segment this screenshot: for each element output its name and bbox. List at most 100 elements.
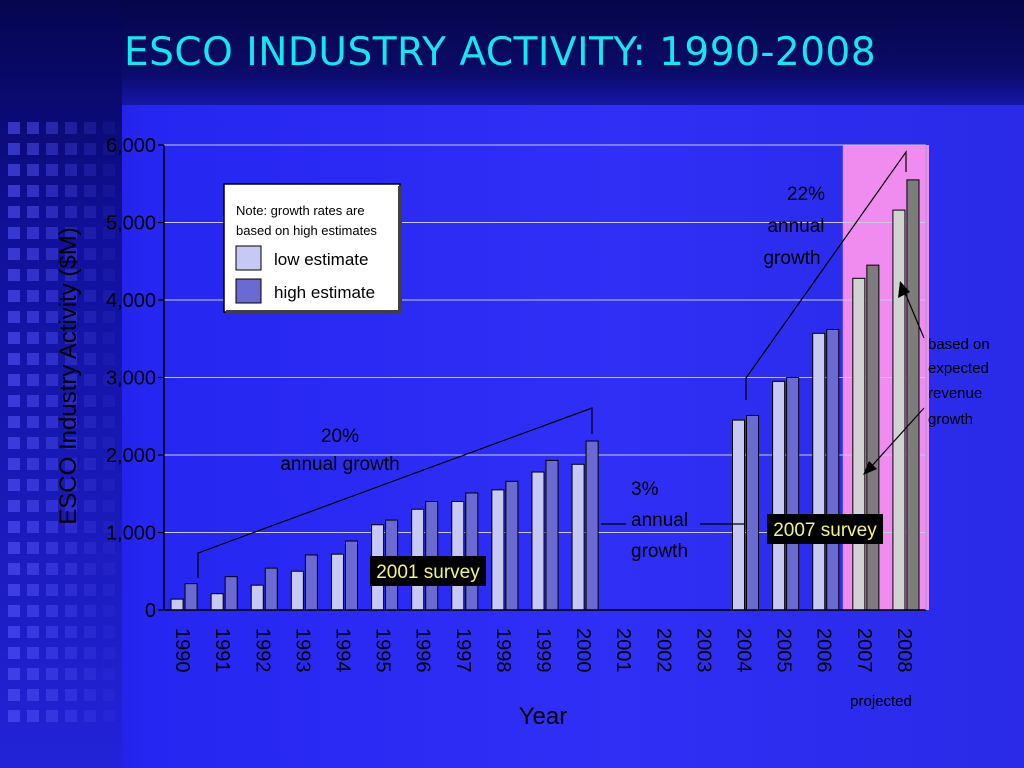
x-tick-label: 1990 [171, 628, 193, 673]
decor-square [8, 563, 20, 575]
decor-square [84, 248, 96, 260]
decor-square [27, 458, 39, 470]
decor-square [65, 521, 77, 533]
decor-square [46, 122, 58, 134]
decor-square [46, 395, 58, 407]
y-tick-label: 0 [145, 600, 156, 622]
x-tick-label: 2002 [652, 628, 674, 673]
bar-high-2004 [746, 414, 760, 611]
decor-square [84, 311, 96, 323]
decor-square [65, 269, 77, 281]
decor-square [8, 437, 20, 449]
x-tick-label: 2004 [733, 628, 755, 673]
bar-low-2005 [772, 380, 786, 611]
x-tick-label: 1992 [251, 628, 273, 673]
decor-square [65, 185, 77, 197]
decor-square [46, 689, 58, 701]
decor-square [8, 122, 20, 134]
decor-square [65, 479, 77, 491]
x-tick-label: 2000 [572, 628, 594, 673]
decor-square [46, 353, 58, 365]
legend-swatch-low [235, 245, 262, 271]
y-tick-label: 2,000 [106, 445, 156, 467]
decor-square [84, 584, 96, 596]
decor-square [103, 122, 115, 134]
header-band [0, 0, 1024, 105]
bar-high-1992 [264, 567, 278, 611]
decor-square [65, 563, 77, 575]
decor-square [103, 185, 115, 197]
bar-high-1999 [545, 459, 559, 611]
decor-square [8, 353, 20, 365]
decor-square [27, 479, 39, 491]
decor-square [27, 563, 39, 575]
decor-square [8, 185, 20, 197]
decor-square [103, 269, 115, 281]
legend-item-high: high estimate [274, 283, 375, 302]
decor-square [8, 290, 20, 302]
decor-square [65, 416, 77, 428]
decor-square [46, 668, 58, 680]
decor-square [27, 227, 39, 239]
decor-square [46, 269, 58, 281]
decor-square [84, 626, 96, 638]
decor-square [103, 248, 115, 260]
decor-square [65, 542, 77, 554]
decor-square [27, 311, 39, 323]
x-tick-label: 1995 [372, 628, 394, 673]
growth-20-line1: 20% [321, 426, 359, 447]
annotation-22-percent: 22% annual growth [745, 150, 907, 400]
decor-square [27, 374, 39, 386]
x-tick-label: 1994 [331, 628, 353, 673]
decor-square [46, 626, 58, 638]
decor-square [8, 458, 20, 470]
x-tick-label: 1999 [532, 628, 554, 673]
decor-square [46, 311, 58, 323]
decor-square [46, 164, 58, 176]
bar-high-1997 [465, 492, 479, 611]
decor-square [27, 710, 39, 722]
decor-square [8, 164, 20, 176]
decor-square [8, 521, 20, 533]
decor-square [84, 332, 96, 344]
x-tick-label: 1991 [211, 628, 233, 673]
bar-low-1991 [210, 593, 224, 611]
bar-high-1990 [184, 583, 198, 611]
decor-square [84, 542, 96, 554]
decor-square [84, 290, 96, 302]
bar-low-2007 [852, 277, 866, 611]
decor-square [65, 311, 77, 323]
decor-square [8, 227, 20, 239]
decor-square [8, 668, 20, 680]
decor-square [46, 416, 58, 428]
annotation-2007-survey: 2007 survey [767, 514, 883, 544]
x-tick-label: 1993 [291, 628, 313, 673]
decor-square [103, 710, 115, 722]
decor-square [65, 332, 77, 344]
decor-square [46, 500, 58, 512]
decor-square [65, 143, 77, 155]
growth-22-line1: 22% [787, 184, 825, 205]
growth-22-line3: growth [763, 248, 820, 269]
decor-square [46, 605, 58, 617]
decor-square [84, 122, 96, 134]
decor-square [46, 332, 58, 344]
decor-square [8, 248, 20, 260]
bar-low-1993 [290, 570, 304, 611]
decor-square [84, 563, 96, 575]
decor-square [65, 206, 77, 218]
decor-square [103, 395, 115, 407]
bar-high-1994 [344, 540, 359, 611]
decor-square [84, 185, 96, 197]
decor-square [46, 479, 58, 491]
decor-square [27, 353, 39, 365]
x-tick-label: 2005 [773, 628, 795, 673]
decor-square [65, 122, 77, 134]
decor-square [27, 185, 39, 197]
decor-square [8, 206, 20, 218]
growth-3-line2: annual [631, 510, 688, 531]
decor-square [27, 689, 39, 701]
bar-high-2007 [866, 264, 880, 611]
decor-square [65, 710, 77, 722]
decor-square [103, 521, 115, 533]
